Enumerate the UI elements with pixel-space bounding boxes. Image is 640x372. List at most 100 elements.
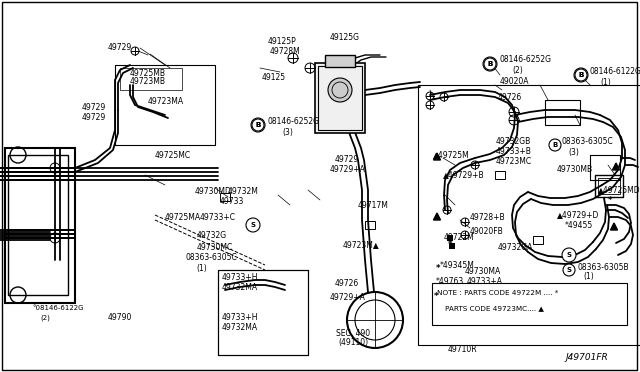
Text: 49732M: 49732M [228,187,259,196]
Bar [8,155,68,295]
Circle shape [575,69,587,81]
Text: B: B [255,122,260,128]
Text: (1): (1) [583,273,594,282]
Text: *49345M: *49345M [440,260,475,269]
Text: S: S [566,267,572,273]
Text: 08146-6252G: 08146-6252G [500,55,552,64]
Bar [418,85,640,345]
Polygon shape [611,223,618,230]
Text: 49717M: 49717M [358,201,389,209]
Text: B: B [579,72,584,78]
Text: *: * [448,240,452,248]
Text: 49729: 49729 [108,44,132,52]
Circle shape [563,264,575,276]
Text: NOTE : PARTS CODE 49722M .... *: NOTE : PARTS CODE 49722M .... * [437,290,558,296]
Bar [318,66,362,130]
Text: ▲49725MD: ▲49725MD [598,186,640,195]
Text: 49729+A: 49729+A [330,294,366,302]
Text: *49455: *49455 [565,221,593,230]
Text: PARTS CODE 49723MC.... ▲: PARTS CODE 49723MC.... ▲ [445,305,544,311]
Text: 49125: 49125 [262,74,286,83]
Bar [598,178,620,194]
Circle shape [574,68,588,82]
Text: B: B [488,61,493,67]
Text: 49733+H: 49733+H [222,273,259,282]
Text: *: * [608,196,612,205]
Bar [5,148,75,303]
Text: 49730MD: 49730MD [195,187,232,196]
Text: 49020A: 49020A [500,77,529,87]
Bar [218,270,308,355]
Text: 49729: 49729 [335,155,359,164]
Bar [115,65,215,145]
Text: 08363-6305C: 08363-6305C [185,253,237,263]
Circle shape [328,78,352,102]
Text: 49725MC: 49725MC [155,151,191,160]
Text: 49732MA: 49732MA [222,283,258,292]
Bar [365,221,375,229]
Text: B: B [255,122,260,128]
Text: °08146-6122G: °08146-6122G [32,305,83,311]
Text: 49733: 49733 [220,198,244,206]
Text: 49728M: 49728M [270,48,301,57]
Circle shape [562,248,576,262]
Text: ▲49729+D: ▲49729+D [557,211,600,219]
Bar [545,100,580,125]
Text: 08146-6122G: 08146-6122G [590,67,640,77]
Text: *49763: *49763 [436,278,464,286]
Text: 49733+B: 49733+B [496,148,532,157]
Text: 49725MB: 49725MB [130,68,166,77]
Text: 49730MC: 49730MC [197,244,233,253]
Circle shape [484,58,496,70]
Text: 49020FB: 49020FB [470,228,504,237]
Text: 49733+C: 49733+C [200,214,236,222]
Bar [590,155,620,180]
Text: ▲49725M: ▲49725M [433,151,470,160]
Text: 49723MA: 49723MA [148,97,184,106]
Bar [533,236,543,244]
Text: 08146-6252G: 08146-6252G [267,118,319,126]
Text: 49790: 49790 [108,314,132,323]
Text: 49732G: 49732G [197,231,227,240]
Bar [115,65,215,145]
Text: (3): (3) [568,148,579,157]
Text: *: * [434,292,438,301]
Text: 49723M▲: 49723M▲ [343,241,380,250]
Text: 49728+B: 49728+B [470,214,506,222]
Text: *: * [436,263,440,273]
Bar [218,270,308,355]
Text: (2): (2) [512,65,523,74]
Bar [449,243,455,249]
Text: 49729: 49729 [82,103,106,112]
Bar [120,68,182,90]
Bar [432,283,627,325]
Text: S: S [250,222,255,228]
Bar [447,235,453,241]
Text: 49730MA: 49730MA [465,267,501,276]
Text: 49723MC: 49723MC [496,157,532,167]
Polygon shape [612,163,620,170]
Text: 49729: 49729 [82,113,106,122]
Text: B: B [552,142,557,148]
Text: 49729+A: 49729+A [330,166,366,174]
Text: 08363-6305B: 08363-6305B [577,263,628,272]
Text: B: B [488,61,493,67]
Text: 49732GB: 49732GB [496,138,531,147]
Text: 49723MB: 49723MB [130,77,166,86]
Text: B: B [579,72,584,78]
Text: (2): (2) [40,315,50,321]
Text: (1): (1) [600,77,611,87]
Text: 49726: 49726 [335,279,359,288]
Text: 49125G: 49125G [330,33,360,42]
Text: S: S [566,252,572,258]
Text: 49726: 49726 [498,93,522,103]
Bar [495,171,505,179]
Polygon shape [433,153,440,160]
Polygon shape [433,213,440,220]
Text: ▲49729+B: ▲49729+B [443,170,484,180]
Text: 49710R: 49710R [448,346,477,355]
Text: 49730MB: 49730MB [557,166,593,174]
Circle shape [252,119,264,131]
Bar [325,55,355,67]
Bar [220,193,230,201]
